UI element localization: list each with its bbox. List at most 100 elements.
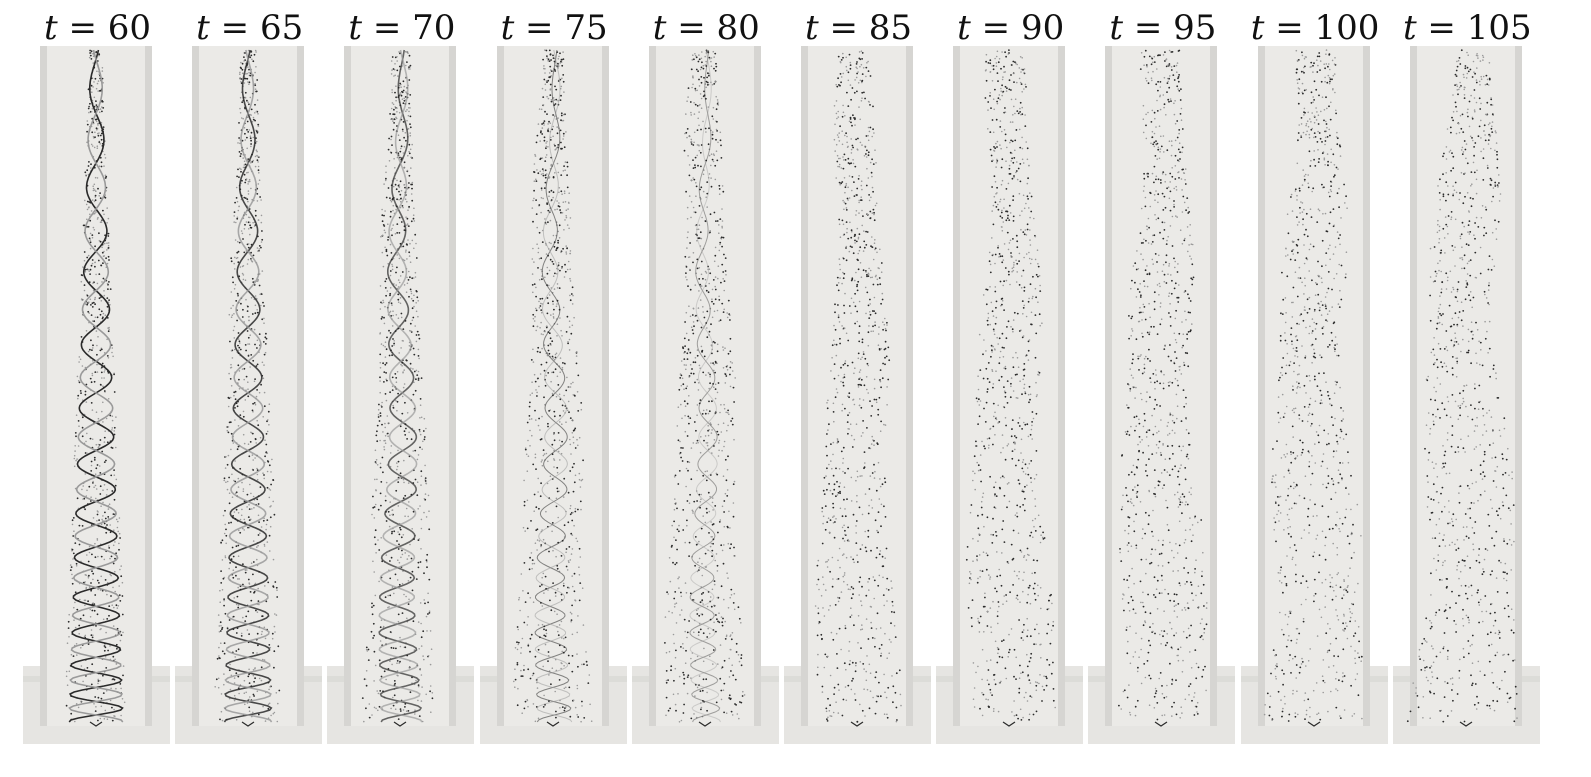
particle	[93, 200, 96, 203]
particle	[869, 311, 871, 313]
particle	[846, 135, 848, 138]
particle	[404, 259, 406, 262]
particle	[555, 208, 558, 210]
particle	[91, 262, 94, 265]
particle	[846, 197, 849, 200]
particle	[402, 128, 404, 131]
particle	[84, 303, 87, 305]
particle	[86, 667, 89, 669]
particle	[389, 113, 392, 115]
particle	[544, 142, 547, 144]
particle	[233, 597, 236, 599]
particle	[408, 102, 411, 105]
particle	[223, 604, 226, 607]
particle	[268, 496, 271, 499]
particle	[388, 329, 391, 332]
particle	[702, 64, 704, 67]
particle	[85, 587, 87, 590]
particle	[718, 184, 720, 187]
particle	[236, 256, 239, 259]
particle	[569, 332, 572, 335]
particle	[678, 576, 680, 578]
particle	[864, 546, 867, 549]
particle	[269, 464, 271, 467]
helix-strand	[68, 49, 124, 723]
particle	[400, 200, 402, 203]
particle	[844, 186, 847, 189]
particle	[835, 112, 838, 115]
particle	[247, 101, 250, 104]
particle	[855, 662, 857, 664]
particle	[242, 274, 245, 276]
particle	[383, 625, 385, 628]
particle	[385, 179, 387, 182]
particle	[88, 545, 91, 548]
particle	[704, 83, 706, 85]
particle	[70, 653, 73, 656]
particle	[414, 709, 417, 711]
tube-wall-right	[449, 46, 457, 726]
particle	[385, 171, 388, 174]
particle	[270, 525, 272, 528]
particle	[708, 268, 710, 271]
particle	[575, 355, 577, 357]
particle	[409, 68, 412, 70]
particle	[551, 114, 554, 116]
particle	[84, 604, 86, 607]
particle	[263, 364, 265, 366]
particle	[228, 522, 230, 524]
particle	[378, 420, 381, 422]
particle	[560, 112, 563, 115]
particle	[679, 377, 681, 379]
particle	[409, 94, 412, 96]
particle	[266, 420, 269, 423]
particle	[423, 430, 426, 432]
particle	[834, 311, 836, 314]
particle	[874, 247, 877, 250]
particle	[881, 292, 884, 295]
particle	[75, 435, 77, 438]
particle	[82, 266, 84, 268]
particle	[249, 180, 251, 183]
particle	[250, 54, 253, 57]
particle	[740, 701, 742, 704]
particle	[88, 551, 91, 554]
particle	[242, 72, 244, 75]
particle	[558, 371, 561, 374]
particle	[385, 554, 388, 556]
particle	[722, 253, 725, 256]
particle	[96, 579, 99, 582]
particle	[258, 391, 261, 394]
particle	[98, 90, 101, 92]
particle	[101, 410, 103, 413]
particle	[699, 68, 702, 71]
particle	[532, 325, 534, 328]
particle	[401, 221, 404, 223]
particle	[694, 660, 696, 662]
particle	[242, 490, 245, 493]
particle	[714, 138, 717, 141]
particle	[549, 88, 551, 90]
particle	[828, 609, 830, 611]
particle	[101, 366, 103, 369]
particle	[256, 467, 258, 470]
particle	[706, 310, 708, 313]
particle	[691, 652, 693, 654]
particle	[684, 405, 687, 408]
particle	[572, 394, 574, 396]
particle	[694, 103, 697, 106]
particle	[863, 688, 865, 690]
particle	[535, 391, 538, 394]
particle	[567, 491, 570, 494]
particle	[540, 347, 543, 350]
particle	[546, 372, 549, 374]
particle	[697, 144, 700, 147]
particle	[545, 95, 548, 98]
particle	[394, 573, 397, 576]
particle	[96, 344, 98, 347]
particle	[96, 282, 99, 285]
particle	[693, 695, 696, 697]
particle	[245, 178, 248, 180]
particle	[705, 86, 707, 89]
particle	[259, 677, 261, 680]
